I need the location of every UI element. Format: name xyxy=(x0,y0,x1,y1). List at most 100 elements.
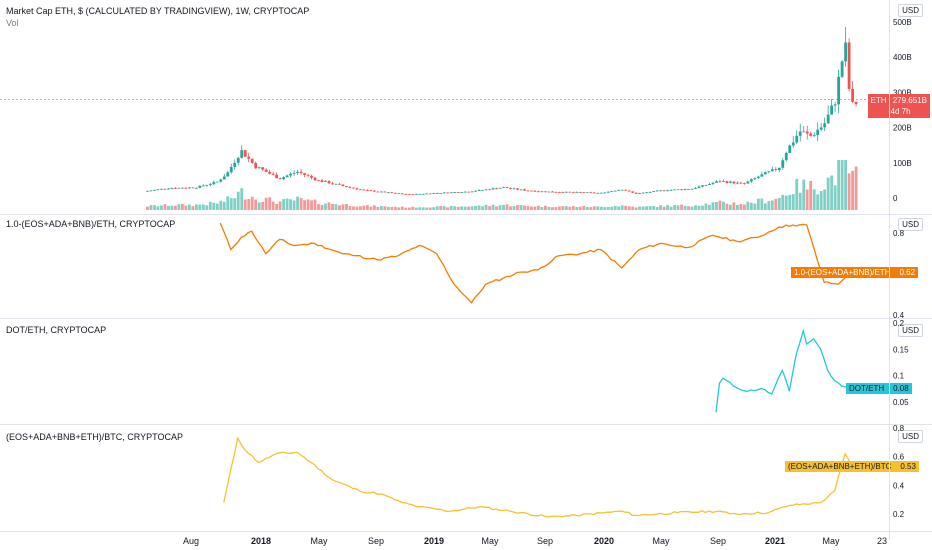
candle-body xyxy=(205,185,209,186)
currency-badge[interactable]: USD xyxy=(898,4,923,17)
currency-badge[interactable]: USD xyxy=(898,430,923,443)
volume-bar xyxy=(194,204,198,210)
volume-bar xyxy=(324,203,327,210)
candle-body xyxy=(425,193,429,195)
candle-body xyxy=(659,190,663,192)
volume-bar xyxy=(809,181,813,210)
candle-body xyxy=(226,172,230,177)
candle-body xyxy=(749,179,753,182)
volume-bar xyxy=(414,207,418,210)
volume-bar xyxy=(180,203,184,210)
candle-body xyxy=(805,131,809,134)
volume-bar xyxy=(533,206,537,210)
volume-bar xyxy=(550,207,554,210)
indicator-3-svg: 0.8 0.6 0.4 0.2 xyxy=(223,425,905,519)
candle-body xyxy=(282,177,286,180)
candle-body xyxy=(777,167,781,171)
volume-bar xyxy=(694,205,697,210)
candle-body xyxy=(435,193,439,194)
indicator-pane-1[interactable]: 1.0-(EOS+ADA+BNB)/ETH, CRYPTOCAP USD 0.8… xyxy=(0,215,932,319)
currency-badge[interactable]: USD xyxy=(898,218,923,231)
candle-body xyxy=(652,191,656,193)
volume-bar xyxy=(715,202,718,210)
volume-bar xyxy=(282,199,286,210)
volume-bar xyxy=(530,206,533,210)
candle-body xyxy=(285,175,289,178)
volume-bar xyxy=(222,201,226,210)
volume-bar xyxy=(844,160,848,210)
volume-bar xyxy=(798,192,802,210)
currency-badge[interactable]: USD xyxy=(898,324,923,337)
volume-bar xyxy=(488,206,491,210)
volume-bar xyxy=(756,198,760,210)
candle-body xyxy=(198,185,202,188)
candle-body xyxy=(533,190,537,192)
candle-body xyxy=(502,187,505,189)
volume-bar xyxy=(299,197,303,210)
volume-bar xyxy=(851,170,854,210)
candle-body xyxy=(617,189,621,191)
candle-body xyxy=(690,188,694,190)
candle-body xyxy=(376,191,380,193)
volume-bar xyxy=(564,206,568,210)
candle-body xyxy=(585,192,589,194)
y-tick-label: 0.05 xyxy=(893,398,909,407)
candle-body xyxy=(526,190,530,192)
candle-body xyxy=(299,171,303,174)
candle-body xyxy=(666,190,669,192)
indicator-pane-3[interactable]: (EOS+ADA+BNB+ETH)/BTC, CRYPTOCAP USD 0.8… xyxy=(0,425,932,531)
volume-bar xyxy=(812,189,816,210)
candle-body xyxy=(271,173,275,175)
volume-bar xyxy=(400,206,404,210)
candle-body xyxy=(550,191,554,193)
candle-body xyxy=(240,150,244,158)
volume-bar xyxy=(652,206,656,210)
indicator-2-badge: DOT/ETH 0.08 xyxy=(846,383,912,394)
volume-bar xyxy=(463,206,467,210)
candle-body xyxy=(816,129,820,136)
volume-bar xyxy=(160,205,163,210)
candle-body xyxy=(331,183,334,185)
volume-bar xyxy=(669,206,673,210)
volume-bar xyxy=(544,205,547,210)
volume-bar xyxy=(453,206,457,210)
candle-body xyxy=(830,105,834,115)
y-tick-label: 0.1 xyxy=(893,372,905,381)
pane-separator[interactable] xyxy=(0,214,932,215)
volume-bar xyxy=(292,200,296,210)
volume-bar xyxy=(708,204,711,210)
volume-bar xyxy=(289,199,293,210)
candle-body xyxy=(711,182,715,184)
candle-body xyxy=(606,191,610,193)
candle-body xyxy=(439,193,443,194)
y-tick-label: 300B xyxy=(893,88,912,97)
volume-bar xyxy=(365,205,369,210)
x-tick-label: Aug xyxy=(182,536,200,546)
candle-body xyxy=(512,188,516,190)
volume-bar xyxy=(624,205,628,210)
volume-bar xyxy=(149,205,153,210)
candle-body xyxy=(603,192,607,194)
candle-body xyxy=(355,188,359,190)
volume-bar xyxy=(631,206,635,210)
candle-body xyxy=(655,190,659,192)
pane-separator[interactable] xyxy=(0,318,932,319)
volume-bar xyxy=(355,206,359,210)
main-pane[interactable]: Market Cap ETH, $ (CALCULATED BY TRADING… xyxy=(0,0,932,218)
candle-body xyxy=(781,160,785,168)
volume-bar xyxy=(816,194,820,210)
volume-bar xyxy=(554,207,558,210)
pane-separator[interactable] xyxy=(0,424,932,425)
candle-body xyxy=(352,187,355,189)
volume-bar xyxy=(334,204,338,210)
volume-bar xyxy=(208,201,212,210)
indicator-pane-2[interactable]: DOT/ETH, CRYPTOCAP USD 0.20.150.10.050 D… xyxy=(0,319,932,423)
candle-body xyxy=(554,191,558,193)
candle-body xyxy=(767,171,771,173)
candle-body xyxy=(680,189,683,191)
volume-bar xyxy=(781,194,785,210)
volume-bar xyxy=(425,207,429,210)
x-tick-label: 23 xyxy=(876,536,888,546)
candle-body xyxy=(257,167,261,169)
candle-body xyxy=(348,186,352,188)
